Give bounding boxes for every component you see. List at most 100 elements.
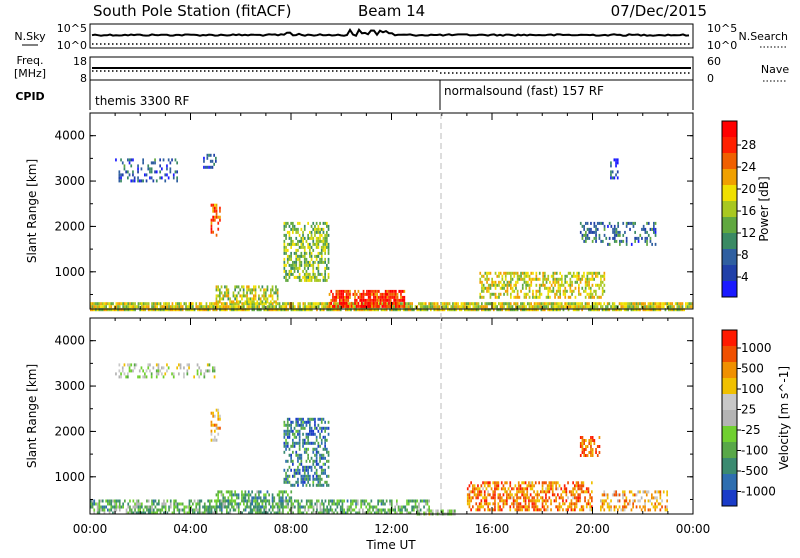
echo-cell bbox=[516, 487, 518, 491]
echo-cell bbox=[319, 505, 322, 509]
echo-cell bbox=[212, 305, 215, 309]
echo-cell bbox=[602, 239, 604, 243]
echo-cell bbox=[263, 511, 266, 515]
echo-cell bbox=[122, 308, 124, 312]
echo-cell bbox=[130, 164, 133, 168]
echo-cell bbox=[310, 245, 313, 249]
echo-cell bbox=[583, 274, 585, 278]
echo-cell bbox=[384, 292, 387, 296]
echo-cell bbox=[244, 496, 247, 500]
echo-cell bbox=[268, 305, 271, 309]
echo-cell bbox=[502, 505, 505, 509]
echo-cell bbox=[161, 167, 163, 171]
echo-cell bbox=[527, 280, 529, 284]
echo-cell bbox=[251, 499, 253, 503]
echo-cell bbox=[147, 308, 150, 312]
echo-cell bbox=[521, 308, 524, 312]
echo-cell bbox=[503, 302, 505, 306]
echo-cell bbox=[375, 308, 378, 312]
echo-cell bbox=[497, 484, 500, 488]
echo-cell bbox=[186, 305, 189, 309]
echo-cell bbox=[615, 173, 617, 177]
echo-cell bbox=[608, 302, 611, 306]
echo-cell bbox=[593, 295, 595, 299]
echo-cell bbox=[324, 248, 326, 252]
echo-cell bbox=[543, 508, 546, 512]
echo-cell bbox=[256, 308, 259, 312]
echo-cell bbox=[581, 224, 584, 228]
echo-cell bbox=[156, 302, 158, 306]
echo-cell bbox=[396, 298, 399, 302]
echo-cell bbox=[335, 295, 338, 299]
echo-cell bbox=[217, 432, 220, 436]
colorbar-tick-label: 4 bbox=[741, 270, 749, 284]
echo-cell bbox=[380, 511, 383, 515]
echo-cell bbox=[588, 230, 591, 234]
echo-cell bbox=[470, 508, 472, 512]
echo-cell bbox=[610, 170, 612, 174]
echo-cell bbox=[130, 369, 133, 373]
echo-cell bbox=[309, 275, 311, 279]
echo-cell bbox=[305, 275, 308, 279]
echo-cell bbox=[207, 499, 209, 503]
echo-cell bbox=[598, 283, 601, 287]
echo-cell bbox=[103, 511, 106, 515]
power-plot-frame bbox=[89, 112, 694, 310]
colorbar-swatch bbox=[722, 362, 737, 379]
echo-cell bbox=[384, 511, 386, 515]
echo-cell bbox=[96, 302, 99, 306]
echo-cell bbox=[374, 292, 377, 296]
echo-cell bbox=[290, 505, 293, 509]
echo-cell bbox=[297, 227, 299, 231]
echo-cell bbox=[268, 308, 271, 312]
echo-cell bbox=[247, 288, 250, 292]
power-colorbar-frame bbox=[721, 120, 738, 298]
echo-cell bbox=[210, 508, 213, 512]
echo-cell bbox=[564, 289, 567, 293]
echo-cell bbox=[212, 369, 214, 373]
echo-cell bbox=[125, 302, 128, 306]
echo-cell bbox=[302, 511, 305, 515]
echo-cell bbox=[314, 420, 316, 424]
echo-cell bbox=[142, 158, 144, 162]
echo-cell bbox=[229, 305, 232, 309]
echo-cell bbox=[379, 305, 381, 309]
echo-cell bbox=[95, 302, 97, 306]
echo-cell bbox=[173, 502, 175, 506]
echo-cell bbox=[164, 173, 167, 177]
echo-cell bbox=[498, 271, 500, 275]
echo-cell bbox=[312, 275, 315, 279]
echo-cell bbox=[628, 502, 631, 506]
echo-cell bbox=[118, 363, 121, 367]
echo-cell bbox=[383, 304, 385, 308]
echo-cell bbox=[401, 295, 404, 299]
echo-cell bbox=[381, 292, 384, 296]
echo-cell bbox=[322, 511, 325, 515]
echo-cell bbox=[96, 502, 99, 506]
echo-cell bbox=[209, 159, 212, 163]
echo-cell bbox=[466, 493, 469, 497]
echo-cell bbox=[298, 260, 301, 264]
echo-cell bbox=[659, 490, 662, 494]
echo-cell bbox=[394, 508, 396, 512]
echo-cell bbox=[659, 502, 662, 506]
echo-cell bbox=[285, 308, 288, 312]
echo-cell bbox=[310, 257, 313, 261]
echo-cell bbox=[290, 266, 292, 270]
echo-cell bbox=[389, 499, 391, 503]
echo-cell bbox=[258, 511, 260, 515]
echo-cell bbox=[202, 505, 204, 509]
echo-cell bbox=[150, 161, 153, 165]
echo-cell bbox=[588, 227, 591, 231]
echo-cell bbox=[241, 285, 243, 289]
echo-cell bbox=[588, 283, 590, 287]
echo-cell bbox=[563, 502, 566, 506]
echo-cell bbox=[315, 426, 318, 430]
echo-cell bbox=[511, 493, 513, 497]
echo-cell bbox=[654, 230, 657, 234]
echo-cell bbox=[370, 499, 373, 503]
echo-cell bbox=[200, 308, 203, 312]
echo-cell bbox=[322, 462, 325, 466]
echo-cell bbox=[161, 176, 163, 180]
echo-cell bbox=[484, 271, 487, 275]
